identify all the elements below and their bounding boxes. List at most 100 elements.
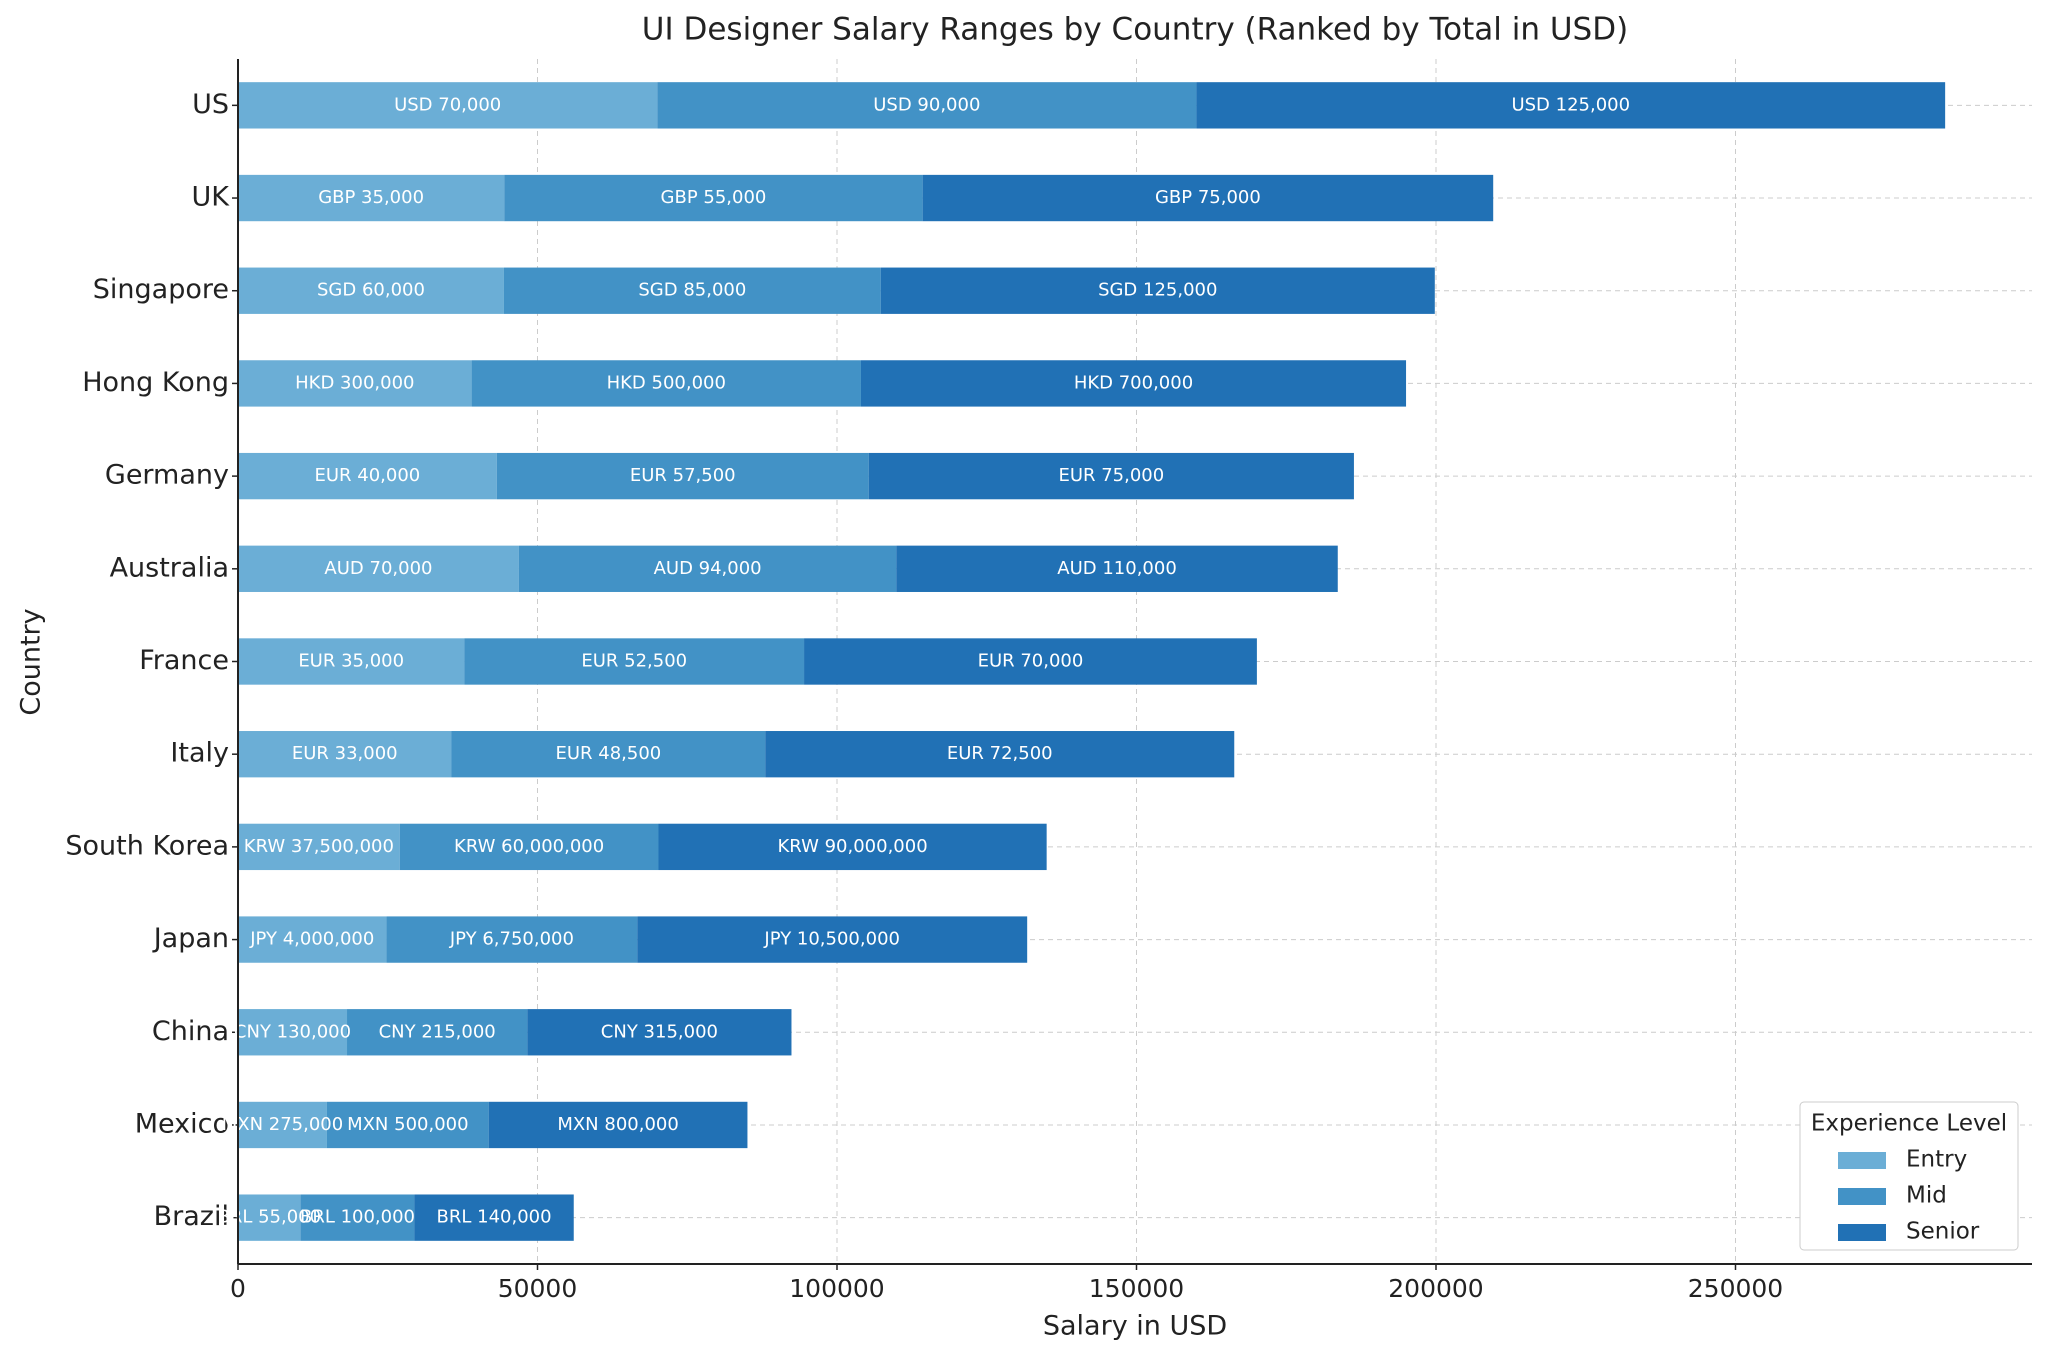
- x-tick-label: 100000: [789, 1274, 884, 1303]
- data-label: JPY 4,000,000: [249, 929, 374, 950]
- bar-segment: [238, 360, 472, 407]
- x-tick-label: 150000: [1089, 1274, 1184, 1303]
- y-tick-label: South Korea: [65, 830, 229, 861]
- y-tick-label: US: [192, 89, 229, 120]
- bar-segment: [326, 1101, 489, 1149]
- data-label: AUD 110,000: [1057, 558, 1177, 579]
- y-tick-label: UK: [192, 182, 231, 213]
- legend-swatch: [1838, 1152, 1886, 1169]
- bar-segment: [238, 82, 658, 129]
- y-tick-label: Singapore: [93, 274, 229, 305]
- data-label: SGD 85,000: [638, 280, 746, 301]
- bar-segment: [1196, 82, 1946, 129]
- bar-segment: [765, 731, 1235, 778]
- data-label: MXN 800,000: [557, 1114, 678, 1135]
- bar-segment: [804, 638, 1257, 685]
- data-label: EUR 48,500: [555, 743, 661, 764]
- data-label: CNY 215,000: [379, 1021, 496, 1042]
- bar-segment: [868, 452, 1354, 500]
- data-label: JPY 10,500,000: [763, 929, 900, 950]
- bar-segment: [238, 823, 400, 871]
- labels: 0 50000 100000 150000 200000 250000 US USD 70,0…: [65, 59, 2032, 1303]
- bar-segment: [922, 174, 1494, 222]
- bar-segment: [238, 267, 504, 314]
- y-tick-label: Italy: [170, 738, 229, 769]
- data-label: KRW 60,000,000: [454, 836, 604, 857]
- bar-segment: [347, 1009, 528, 1056]
- data-label: BRL 55,000: [218, 1207, 322, 1228]
- data-label: SGD 60,000: [317, 280, 425, 301]
- bar-segment: [238, 1194, 301, 1241]
- bar-segment: [451, 731, 766, 778]
- x-tick-label: 200000: [1388, 1274, 1483, 1303]
- y-tick-label: Japan: [152, 923, 229, 954]
- data-label: EUR 70,000: [978, 651, 1084, 672]
- y-tick-label: France: [139, 645, 229, 676]
- legend-swatch: [1838, 1224, 1886, 1241]
- data-label: SGD 125,000: [1098, 280, 1217, 301]
- y-tick-label: Australia: [110, 552, 229, 583]
- data-label: EUR 57,500: [630, 465, 736, 486]
- bar-segment: [860, 360, 1407, 407]
- bar-segment: [658, 823, 1047, 871]
- bar-segment: [488, 1101, 748, 1149]
- data-label: KRW 90,000,000: [777, 836, 927, 857]
- data-label: EUR 72,500: [947, 743, 1053, 764]
- data-label: USD 90,000: [873, 94, 980, 115]
- data-label: JPY 6,750,000: [449, 929, 574, 950]
- bar-segment: [880, 267, 1435, 314]
- bar-segment: [527, 1009, 792, 1056]
- y-tick-label: Hong Kong: [82, 367, 229, 398]
- data-label: EUR 40,000: [315, 465, 421, 486]
- data-label: CNY 315,000: [601, 1021, 718, 1042]
- legend-title: Experience Level: [1811, 1111, 2007, 1137]
- data-label: EUR 75,000: [1058, 465, 1164, 486]
- y-tick-label: China: [152, 1016, 229, 1047]
- bar-segment: [238, 1101, 327, 1149]
- bar-segment: [896, 545, 1338, 592]
- data-label: BRL 140,000: [437, 1207, 552, 1228]
- bar-segment: [464, 638, 805, 685]
- bar-segment: [238, 452, 497, 500]
- data-label: CNY 130,000: [234, 1021, 351, 1042]
- data-label: HKD 500,000: [607, 372, 726, 393]
- bars: [238, 82, 1946, 1241]
- data-label: EUR 52,500: [581, 651, 687, 672]
- legend-label: Mid: [1906, 1183, 1947, 1209]
- data-label: EUR 33,000: [292, 743, 398, 764]
- bar-segment: [657, 82, 1197, 129]
- legend: Experience Level Entry Mid Senior: [1799, 1101, 2019, 1251]
- data-label: USD 125,000: [1511, 94, 1630, 115]
- x-axis-label: Salary in USD: [1043, 1311, 1227, 1342]
- bar-segment: [238, 638, 465, 685]
- data-label: HKD 700,000: [1074, 372, 1193, 393]
- bar-segment: [238, 1009, 348, 1056]
- legend-box: [1799, 1101, 2019, 1251]
- data-label: EUR 35,000: [298, 651, 404, 672]
- x-tick-label: 0: [230, 1274, 246, 1303]
- bar-segment: [238, 545, 519, 592]
- y-tick-label: Mexico: [135, 1108, 229, 1139]
- data-label: GBP 75,000: [1155, 187, 1261, 208]
- data-label: BRL 100,000: [300, 1207, 415, 1228]
- y-tick-label: Brazil: [154, 1201, 229, 1232]
- legend-label: Entry: [1906, 1147, 1967, 1173]
- y-tick-label: Germany: [105, 460, 229, 491]
- data-label: HKD 300,000: [295, 372, 414, 393]
- bar-segment: [503, 267, 881, 314]
- legend-swatch: [1838, 1188, 1886, 1205]
- bar-segment: [238, 174, 505, 222]
- bar-segment: [300, 1194, 415, 1241]
- bar-segment: [518, 545, 897, 592]
- chart-title: UI Designer Salary Ranges by Country (Ra…: [642, 12, 1628, 48]
- bar-segment: [471, 360, 861, 407]
- data-label: GBP 55,000: [661, 187, 767, 208]
- data-label: GBP 35,000: [318, 187, 424, 208]
- bar-segment: [496, 452, 869, 500]
- bar-segment: [637, 916, 1028, 963]
- bar-segment: [386, 916, 638, 963]
- x-tick-label: 250000: [1688, 1274, 1783, 1303]
- legend-label: Senior: [1906, 1219, 1980, 1245]
- bar-segment: [414, 1194, 574, 1241]
